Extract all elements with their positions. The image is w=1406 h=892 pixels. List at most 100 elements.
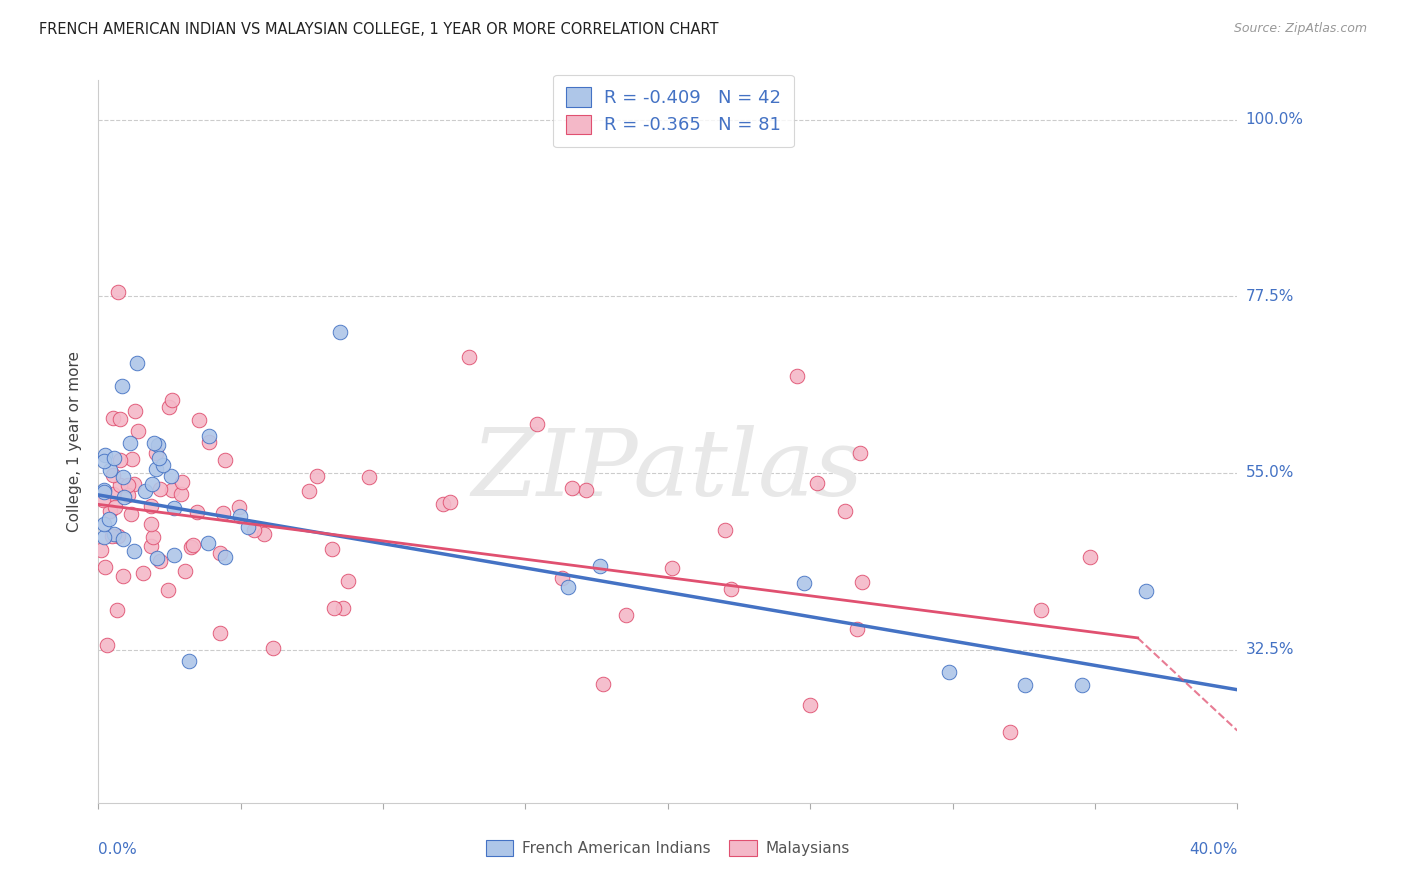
Point — [93, 529, 115, 543]
Point — [152, 458, 174, 472]
Point — [112, 490, 135, 504]
Point — [557, 580, 579, 594]
Point — [214, 549, 236, 564]
Text: Source: ZipAtlas.com: Source: ZipAtlas.com — [1233, 22, 1367, 36]
Point — [561, 481, 583, 495]
Point — [127, 424, 149, 438]
Point — [186, 505, 208, 519]
Point — [93, 483, 115, 497]
Point — [198, 435, 221, 450]
Point — [93, 484, 115, 499]
Point — [117, 488, 139, 502]
Point — [103, 526, 125, 541]
Point — [118, 436, 141, 450]
Point — [262, 641, 284, 656]
Text: 40.0%: 40.0% — [1189, 842, 1237, 856]
Point — [172, 475, 194, 490]
Point — [457, 350, 479, 364]
Point — [91, 492, 114, 507]
Text: 55.0%: 55.0% — [1246, 466, 1294, 481]
Point — [229, 509, 252, 524]
Y-axis label: College, 1 year or more: College, 1 year or more — [67, 351, 83, 532]
Point — [439, 495, 461, 509]
Point — [714, 523, 737, 537]
Point — [104, 500, 127, 514]
Text: 77.5%: 77.5% — [1246, 289, 1294, 304]
Point — [108, 412, 131, 426]
Point — [101, 467, 124, 482]
Point — [432, 497, 454, 511]
Point — [146, 551, 169, 566]
Point — [228, 500, 250, 514]
Point — [94, 560, 117, 574]
Point — [359, 469, 381, 483]
Point — [112, 470, 135, 484]
Point — [526, 417, 548, 432]
Point — [145, 462, 167, 476]
Text: FRENCH AMERICAN INDIAN VS MALAYSIAN COLLEGE, 1 YEAR OR MORE CORRELATION CHART: FRENCH AMERICAN INDIAN VS MALAYSIAN COLL… — [39, 22, 718, 37]
Text: 32.5%: 32.5% — [1246, 642, 1294, 657]
Point — [938, 665, 960, 679]
Point — [103, 451, 125, 466]
Point — [149, 554, 172, 568]
Point — [112, 532, 135, 546]
Point — [98, 503, 121, 517]
Point — [1078, 549, 1101, 564]
Point — [157, 401, 180, 415]
Point — [180, 540, 202, 554]
Point — [998, 725, 1021, 739]
Text: 100.0%: 100.0% — [1246, 112, 1303, 127]
Point — [786, 369, 808, 384]
Point — [198, 429, 221, 443]
Point — [124, 544, 146, 558]
Point — [208, 625, 231, 640]
Point — [101, 487, 124, 501]
Point — [177, 655, 200, 669]
Point — [111, 379, 134, 393]
Point — [105, 603, 128, 617]
Point — [243, 523, 266, 537]
Point — [141, 477, 163, 491]
Point — [117, 478, 139, 492]
Point — [107, 529, 129, 543]
Point — [793, 576, 815, 591]
Point — [160, 483, 183, 498]
Point — [134, 483, 156, 498]
Point — [851, 574, 873, 589]
Point — [1135, 583, 1157, 598]
Point — [141, 499, 163, 513]
Point — [124, 403, 146, 417]
Point — [214, 453, 236, 467]
Text: 0.0%: 0.0% — [98, 842, 138, 856]
Point — [162, 501, 184, 516]
Point — [329, 325, 352, 339]
Point — [209, 546, 232, 560]
Point — [181, 538, 204, 552]
Point — [197, 536, 219, 550]
Point — [834, 503, 856, 517]
Point — [107, 285, 129, 300]
Point — [131, 566, 153, 580]
Point — [108, 477, 131, 491]
Point — [139, 516, 162, 531]
Point — [108, 453, 131, 467]
Point — [121, 452, 143, 467]
Point — [159, 469, 181, 483]
Point — [163, 548, 186, 562]
Legend: French American Indians, Malaysians: French American Indians, Malaysians — [478, 832, 858, 863]
Point — [145, 446, 167, 460]
Point — [846, 623, 869, 637]
Text: ZIPatlas: ZIPatlas — [472, 425, 863, 516]
Point — [173, 565, 195, 579]
Point — [142, 530, 165, 544]
Point — [592, 677, 614, 691]
Point — [589, 559, 612, 574]
Point — [321, 541, 343, 556]
Point — [336, 574, 359, 589]
Point — [112, 568, 135, 582]
Point — [1014, 678, 1036, 692]
Point — [157, 583, 180, 598]
Point — [212, 506, 235, 520]
Point — [298, 483, 321, 498]
Point — [1070, 678, 1092, 692]
